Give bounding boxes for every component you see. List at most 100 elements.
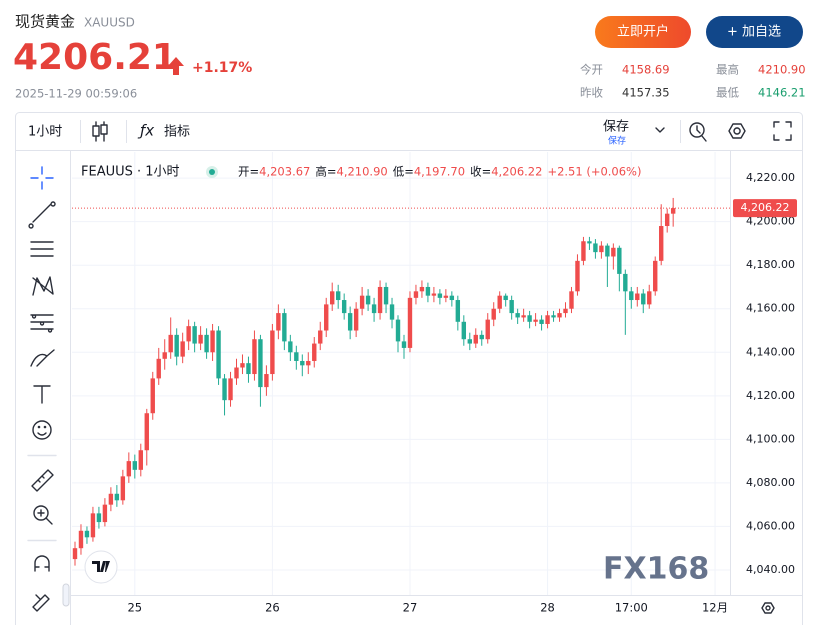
y-tick-label: 4,140.00	[746, 345, 795, 358]
open-account-button[interactable]: 立即开户	[595, 16, 691, 48]
candle-body	[521, 315, 526, 318]
watermark: FX168	[603, 552, 709, 587]
candle-type-button[interactable]	[92, 121, 108, 142]
stat-label: 最低	[716, 86, 739, 100]
candle-body	[228, 378, 233, 401]
pattern-tool[interactable]	[32, 276, 54, 296]
timestamp: 2025-11-29 00:59:06	[15, 87, 137, 101]
candle-body	[347, 313, 353, 331]
lock-tool[interactable]	[32, 594, 50, 612]
price: 4206.21	[13, 37, 177, 78]
status-dot	[209, 169, 215, 175]
legend-text: 开=	[238, 165, 259, 179]
candle-body	[102, 504, 108, 523]
candle-body	[138, 450, 143, 470]
legend-name: FEAUUS · 1小时	[81, 165, 180, 180]
candle-body	[168, 334, 173, 353]
axis-settings-button[interactable]	[761, 602, 775, 614]
candle-body	[144, 413, 149, 451]
candle-body	[252, 339, 257, 375]
emoji-tool[interactable]	[32, 420, 52, 440]
projection-tool[interactable]	[30, 314, 54, 333]
legend-text: +2.51 (+0.06%)	[547, 165, 641, 179]
candle-body	[270, 330, 275, 375]
candle-body	[605, 245, 610, 257]
candle-body	[593, 243, 598, 253]
candle-body	[569, 291, 574, 309]
indicators-button[interactable]: 指标	[164, 125, 190, 140]
brush-tool[interactable]	[30, 349, 55, 367]
candle-body	[288, 341, 293, 353]
candle-body	[234, 367, 239, 379]
candle-body	[641, 293, 646, 305]
candle-body	[635, 293, 640, 301]
sidebar-toggle[interactable]	[62, 583, 70, 607]
symbol: XAUUSD	[84, 16, 135, 30]
candle-body	[353, 308, 359, 331]
candle-body	[204, 334, 209, 353]
candle-body	[575, 260, 580, 292]
candle-body	[473, 334, 478, 344]
crosshair-tool[interactable]	[30, 166, 54, 190]
fib-tool[interactable]	[30, 241, 54, 257]
candle-body	[455, 300, 461, 322]
y-tick-label: 4,180.00	[746, 258, 795, 271]
candle-body	[216, 330, 221, 379]
ruler-tool[interactable]	[31, 469, 54, 492]
candle-body	[126, 461, 132, 477]
axes: 4,040.00 4,060.00 4,080.00 4,100.00 4,120.00…	[127, 171, 797, 615]
up-arrow	[168, 57, 184, 75]
candle-body	[599, 245, 604, 253]
stat-value: 4146.21	[758, 86, 806, 100]
zoom-tool[interactable]	[33, 505, 53, 525]
magnet-tool[interactable]	[34, 555, 50, 572]
watchlist-button[interactable]: + 加自选	[706, 16, 803, 48]
candle-body	[96, 513, 102, 523]
x-tick-label: 28	[540, 601, 555, 615]
y-tick-label: 4,080.00	[746, 476, 795, 489]
fullscreen-button[interactable]	[773, 121, 792, 141]
candle-body	[497, 295, 502, 309]
candle-body	[365, 295, 371, 305]
y-tick-label: 4,040.00	[746, 563, 795, 576]
candle-body	[210, 330, 215, 353]
settings-button[interactable]	[728, 123, 746, 139]
candle-body	[330, 291, 335, 305]
candle-body	[150, 378, 155, 414]
candle-body	[587, 241, 592, 244]
candles	[72, 197, 730, 566]
fx-icon[interactable]: ƒx	[137, 122, 154, 140]
candle-body	[389, 304, 395, 320]
interval-button[interactable]: 1小时	[28, 125, 62, 140]
stat-value: 4158.69	[622, 63, 670, 77]
change: +1.17%	[192, 60, 252, 76]
candle-body	[306, 360, 311, 366]
candle-body	[318, 330, 323, 344]
candle-body	[670, 208, 676, 214]
candle-body	[563, 308, 568, 314]
last-price-tag	[733, 199, 797, 218]
button-bg	[706, 16, 803, 48]
text-tool[interactable]	[33, 385, 51, 404]
candle-body	[581, 241, 586, 261]
candle-body	[240, 363, 245, 368]
save-button[interactable]: 保存	[603, 120, 629, 135]
candle-body	[282, 313, 287, 342]
trendline-tool[interactable]	[28, 201, 56, 229]
candle-body	[551, 315, 556, 318]
tv-badge[interactable]	[84, 550, 118, 584]
legend-text: 低=	[393, 165, 414, 179]
candle-body	[132, 461, 138, 470]
candle-body	[383, 286, 389, 305]
candle-body	[491, 308, 496, 320]
stat-label: 昨收	[580, 86, 603, 100]
candle-body	[395, 319, 401, 342]
candle-body	[623, 273, 628, 292]
save-menu[interactable]	[655, 127, 665, 133]
replay-button[interactable]	[689, 122, 707, 142]
candle-body	[359, 295, 365, 309]
candle-body	[258, 339, 263, 388]
y-tick-label: 4,060.00	[746, 519, 795, 532]
candle-body	[557, 313, 562, 318]
